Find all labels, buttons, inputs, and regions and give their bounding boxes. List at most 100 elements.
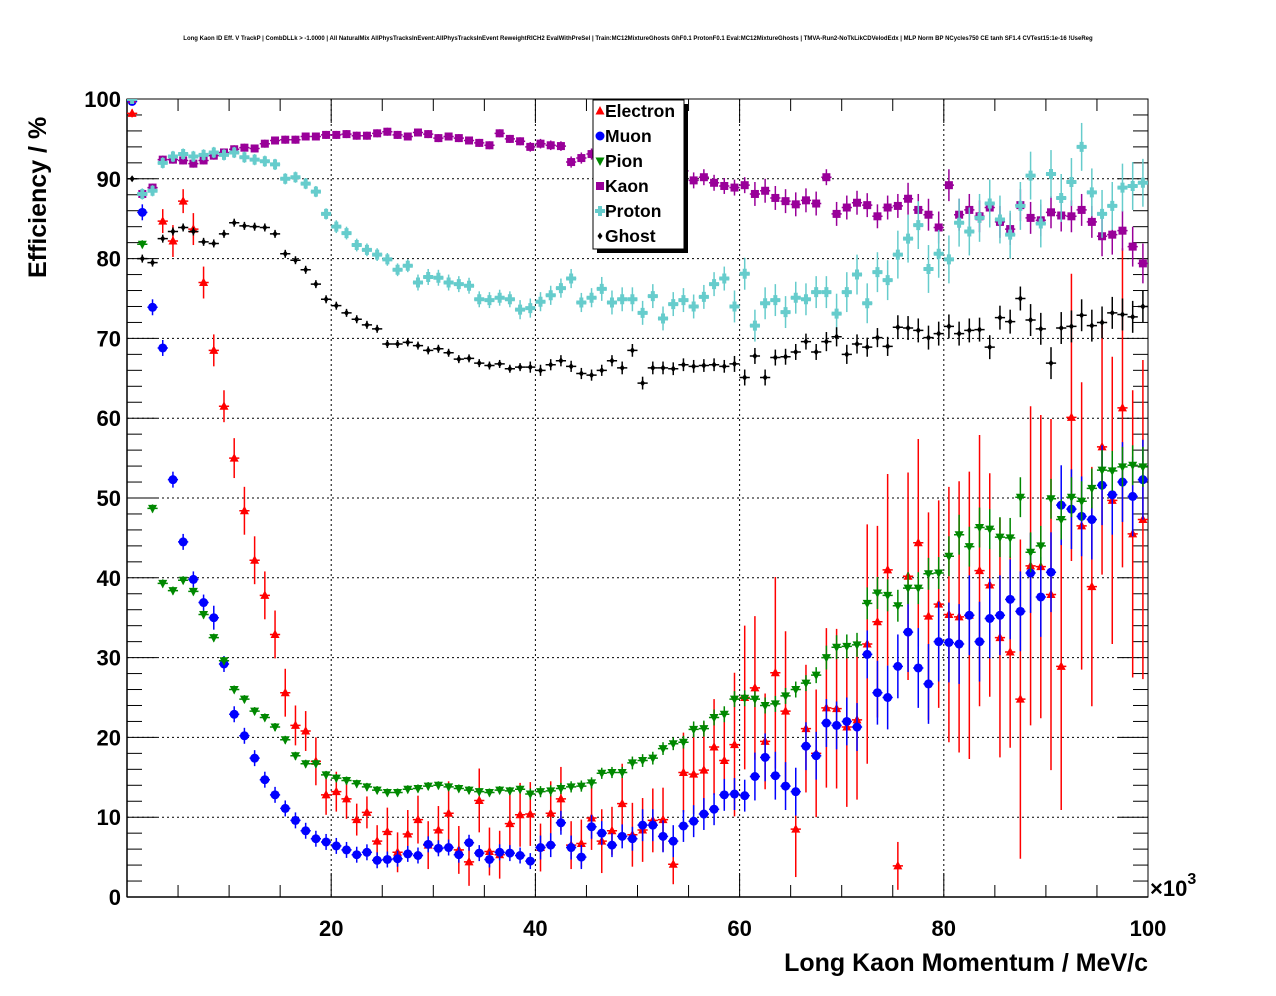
ghost-marker: [497, 360, 503, 368]
ghost-marker: [905, 324, 911, 332]
muon-point: [708, 793, 720, 826]
ghost-point: [310, 280, 321, 289]
proton-marker: [974, 212, 985, 223]
proton-point: [1076, 122, 1087, 171]
ghost-point: [198, 237, 209, 246]
proton-point: [178, 148, 189, 160]
pion-marker: [403, 785, 413, 795]
proton-point: [372, 248, 383, 261]
ghost-point: [1137, 290, 1148, 323]
ghost-point: [351, 315, 362, 324]
proton-marker: [994, 214, 1005, 225]
muon-point: [555, 810, 567, 835]
proton-marker: [1066, 176, 1077, 187]
proton-marker: [157, 157, 168, 168]
kaon-marker: [883, 203, 892, 212]
ghost-marker: [1017, 295, 1023, 302]
muon-marker: [199, 598, 209, 608]
pion-marker: [484, 788, 494, 798]
ghost-point: [167, 227, 179, 236]
muon-point: [208, 605, 219, 630]
series-proton: [127, 99, 1148, 342]
electron-marker: [750, 682, 760, 692]
electron-marker: [280, 687, 290, 697]
legend-proton-marker: [595, 206, 605, 216]
pion-marker: [934, 569, 944, 579]
ghost-marker: [1048, 359, 1054, 367]
muon-marker: [658, 831, 668, 841]
pion-point: [535, 786, 546, 798]
proton-marker: [464, 280, 475, 291]
proton-point: [341, 226, 352, 240]
muon-marker: [280, 803, 290, 813]
pion-point: [657, 742, 669, 755]
kaon-point: [504, 134, 515, 143]
electron-point: [1056, 522, 1067, 811]
pion-point: [443, 782, 454, 792]
kaon-point: [770, 185, 781, 210]
ghost-marker: [548, 361, 554, 369]
electron-point: [688, 734, 699, 815]
proton-point: [586, 288, 597, 308]
pion-point: [453, 784, 464, 794]
ghost-point: [688, 359, 699, 373]
electron-point: [913, 438, 924, 647]
kaon-point: [300, 132, 311, 141]
muon-marker: [474, 848, 484, 858]
ghost-marker: [180, 223, 186, 231]
muon-point: [463, 834, 475, 851]
electron-point: [770, 577, 781, 769]
ghost-point: [218, 229, 230, 238]
muon-marker: [668, 836, 678, 846]
kaon-point: [290, 135, 301, 144]
kaon-point: [463, 136, 475, 145]
pion-marker: [158, 579, 168, 589]
proton-point: [708, 272, 720, 297]
ghost-marker: [997, 314, 1003, 322]
kaon-point: [821, 169, 832, 186]
legend-ghost-label: Ghost: [605, 226, 656, 246]
kaon-point: [749, 181, 761, 206]
ghost-marker: [895, 323, 901, 331]
pion-point: [331, 774, 342, 784]
muon-point: [627, 826, 638, 851]
pion-point: [729, 691, 740, 708]
proton-point: [300, 178, 311, 190]
pion-point: [1076, 481, 1087, 522]
proton-point: [320, 208, 332, 220]
muon-marker: [413, 851, 423, 861]
pion-point: [514, 785, 526, 795]
kaon-point: [555, 141, 567, 151]
muon-point: [361, 844, 373, 861]
kaon-marker: [465, 136, 474, 145]
kaon-marker: [740, 181, 749, 190]
electron-point: [749, 616, 761, 760]
pion-marker: [801, 679, 811, 689]
proton-marker: [872, 267, 883, 278]
pion-point: [423, 782, 434, 792]
proton-marker: [1107, 200, 1118, 211]
muon-marker: [342, 845, 352, 855]
proton-marker: [668, 299, 679, 310]
electron-marker: [342, 793, 352, 803]
electron-point: [300, 711, 311, 751]
kaon-point: [514, 137, 526, 146]
ghost-marker: [619, 364, 625, 372]
ghost-point: [1015, 286, 1026, 311]
ghost-point: [913, 318, 924, 343]
muon-point: [637, 809, 648, 842]
pion-point: [300, 759, 311, 769]
ghost-point: [382, 339, 393, 348]
electron-marker: [791, 824, 801, 833]
electron-marker: [229, 453, 239, 462]
electron-point: [504, 791, 515, 856]
muon-marker: [791, 787, 801, 797]
proton-marker: [259, 156, 270, 167]
ghost-point: [647, 361, 658, 375]
proton-point: [657, 306, 669, 331]
ghost-point: [719, 359, 730, 373]
muon-point: [647, 809, 658, 842]
proton-point: [188, 150, 199, 163]
muon-point: [688, 805, 699, 838]
muon-marker: [638, 820, 648, 830]
